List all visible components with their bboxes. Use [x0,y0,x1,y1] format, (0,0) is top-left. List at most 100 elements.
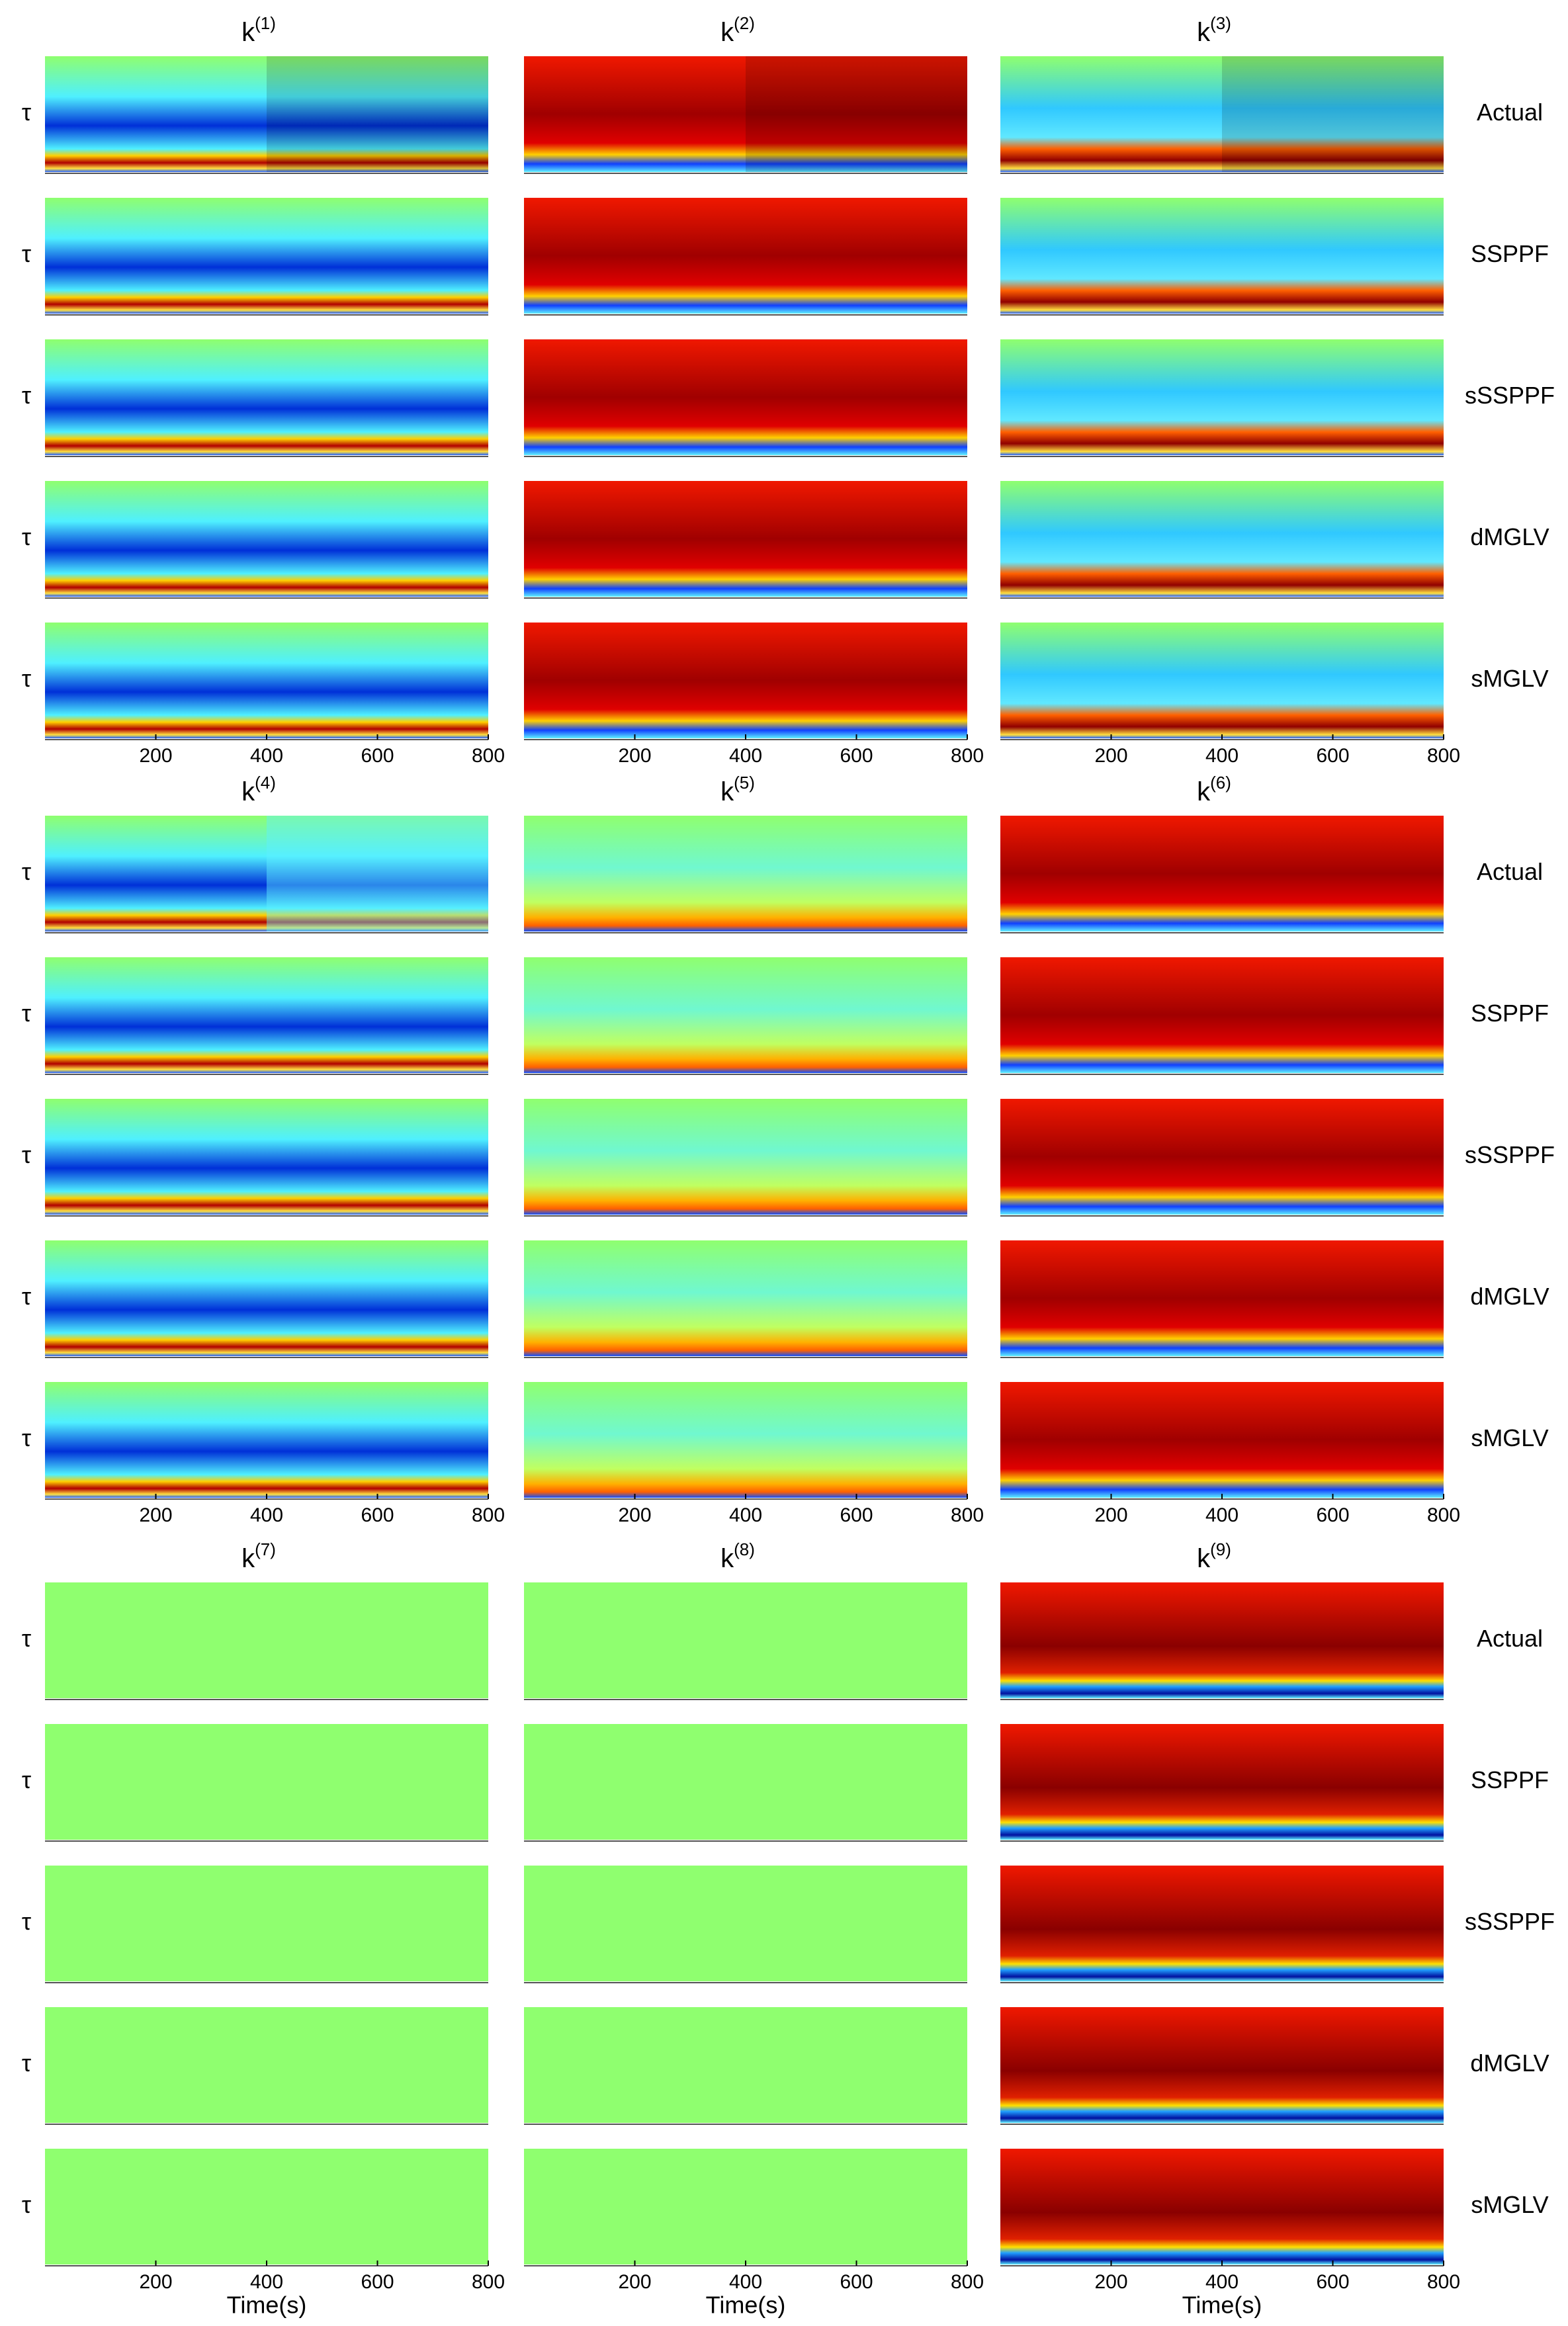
x-tick-label: 200 [618,1504,651,1526]
y-axis-label: τ [22,1908,31,1935]
heatmap [45,1240,488,1356]
x-tick-label: 200 [1094,1504,1127,1526]
panel-title-sup: (9) [1210,1539,1231,1559]
heatmap [1000,198,1444,314]
row-label: Actual [1477,1625,1543,1652]
heatmap [1000,623,1444,738]
x-tick-label: 200 [139,745,172,767]
y-axis-label: τ [22,858,31,885]
x-tick-label: 600 [1316,1504,1349,1526]
heatmap [1000,481,1444,597]
y-axis-label: τ [22,2191,31,2218]
heatmap [524,1866,967,1981]
row-label: Actual [1477,858,1543,885]
heatmap [1000,2149,1444,2264]
row-label: sSSPPF [1465,382,1555,409]
x-tick-label: 400 [250,1504,283,1526]
heatmap [1000,56,1444,172]
panel-title-sup: (3) [1210,13,1231,33]
y-axis-label: τ [22,1424,31,1451]
heatmap [1000,1240,1444,1356]
panel-title-k: k [720,777,734,806]
panel-title: k(7) [241,1539,276,1573]
heatmap [45,957,488,1073]
heatmap [1000,1099,1444,1215]
panel-title: k(2) [720,13,755,47]
panel-title-sup: (6) [1210,773,1231,793]
x-tick-label: 600 [840,745,873,767]
heatmap [524,1724,967,1840]
panel-title-k: k [241,1544,255,1573]
heatmap [524,1582,967,1698]
x-axis-label: Time(s) [1182,2292,1262,2319]
heatmap [524,1099,967,1215]
x-tick-label: 200 [139,2271,172,2293]
panel-title-k: k [241,777,255,806]
heatmap [524,2007,967,2123]
panel-title-sup: (7) [255,1539,276,1559]
heatmap [45,1724,488,1840]
x-tick-label: 800 [472,2271,505,2293]
x-tick-label: 200 [1094,745,1127,767]
heatmap [1000,1582,1444,1698]
heatmap-shade [267,816,488,931]
heatmap [45,1099,488,1215]
heatmap [45,1866,488,1981]
x-tick-label: 400 [729,2271,762,2293]
heatmap [524,2149,967,2264]
x-tick-label: 200 [1094,2271,1127,2293]
heatmap [524,339,967,455]
y-axis-label: τ [22,382,31,409]
y-axis-label: τ [22,1141,31,1168]
x-tick-label: 600 [840,2271,873,2293]
y-axis-label: τ [22,240,31,267]
y-axis-label: τ [22,2049,31,2077]
y-axis-label: τ [22,1000,31,1027]
x-axis-label: Time(s) [227,2292,307,2319]
panel-title-k: k [720,18,734,47]
x-tick-label: 600 [1316,745,1349,767]
heatmap-shade [746,56,967,172]
heatmap [1000,2007,1444,2123]
heatmap [524,1240,967,1356]
heatmap [1000,957,1444,1073]
heatmap [1000,1724,1444,1840]
row-label: dMGLV [1470,523,1549,550]
heatmap [524,1382,967,1498]
x-tick-label: 400 [1205,745,1239,767]
heatmap [45,816,488,931]
heatmap [45,481,488,597]
y-axis-label: τ [22,1766,31,1793]
row-label: SSPPF [1471,1766,1549,1793]
row-label: sMGLV [1471,2191,1548,2218]
x-tick-label: 600 [361,1504,394,1526]
x-tick-label: 600 [1316,2271,1349,2293]
heatmap [524,481,967,597]
x-tick-label: 600 [361,2271,394,2293]
heatmap [1000,1866,1444,1981]
x-tick-label: 400 [1205,1504,1239,1526]
heatmap-shade [267,56,488,172]
panel-title: k(1) [241,13,276,47]
x-tick-label: 200 [139,1504,172,1526]
heatmap [1000,339,1444,455]
x-tick-label: 800 [951,1504,984,1526]
panel-title-sup: (5) [734,773,755,793]
heatmap-shade [1222,56,1444,172]
x-tick-label: 800 [472,1504,505,1526]
y-axis-label: τ [22,665,31,692]
heatmap [1000,1382,1444,1498]
heatmap [45,339,488,455]
panel-title-sup: (1) [255,13,276,33]
x-tick-label: 800 [1427,745,1460,767]
row-label: sSSPPF [1465,1141,1555,1168]
panel-title: k(3) [1197,13,1231,47]
heatmap [1000,816,1444,931]
row-label: dMGLV [1470,2049,1549,2077]
x-tick-label: 800 [951,2271,984,2293]
panel-title-k: k [720,1544,734,1573]
panel-title-k: k [1197,1544,1211,1573]
row-label: SSPPF [1471,240,1549,267]
row-label: SSPPF [1471,1000,1549,1027]
